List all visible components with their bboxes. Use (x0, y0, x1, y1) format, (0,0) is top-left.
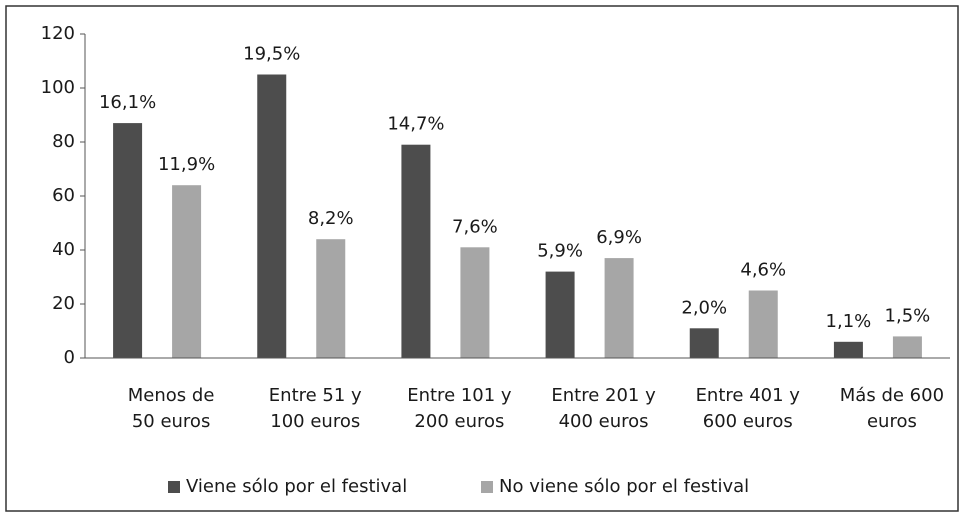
bar (892, 336, 922, 358)
value-label: 4,6% (740, 260, 786, 281)
x-tick-label: 100 euros (270, 411, 360, 432)
bar (604, 258, 634, 358)
x-tick-label: Entre 201 y (551, 385, 656, 406)
y-tick-label: 80 (52, 131, 75, 152)
y-tick-label: 0 (64, 347, 75, 368)
x-tick-label: euros (867, 411, 917, 432)
value-label: 19,5% (243, 44, 300, 65)
legend-label: Viene sólo por el festival (186, 476, 407, 497)
value-label: 6,9% (596, 227, 642, 248)
bar (113, 123, 143, 358)
value-label: 11,9% (158, 154, 215, 175)
value-label: 1,1% (826, 311, 872, 332)
bar (401, 144, 431, 358)
x-tick-label: Entre 401 y (696, 385, 801, 406)
value-label: 16,1% (99, 92, 156, 113)
y-tick-label: 40 (52, 239, 75, 260)
x-tick-label: Entre 101 y (407, 385, 512, 406)
legend-swatch (481, 481, 493, 493)
bar (689, 328, 719, 358)
bar (545, 271, 575, 358)
bar (833, 341, 863, 358)
y-tick-label: 100 (41, 77, 75, 98)
x-tick-label: 600 euros (703, 411, 793, 432)
x-tick-label: 400 euros (559, 411, 649, 432)
x-tick-label: Entre 51 y (269, 385, 362, 406)
value-label: 14,7% (387, 114, 444, 135)
x-tick-label: 200 euros (414, 411, 504, 432)
bar (316, 239, 346, 358)
bar (257, 74, 287, 358)
bar (172, 185, 202, 358)
x-tick-label: Más de 600 (840, 385, 944, 406)
value-label: 8,2% (308, 208, 354, 229)
value-label: 1,5% (885, 305, 931, 326)
legend-label: No viene sólo por el festival (499, 476, 749, 497)
bar (460, 247, 490, 358)
x-tick-label: 50 euros (132, 411, 211, 432)
legend-swatch (168, 481, 180, 493)
y-tick-label: 20 (52, 293, 75, 314)
x-tick-label: Menos de (128, 385, 215, 406)
y-tick-label: 60 (52, 185, 75, 206)
value-label: 5,9% (537, 241, 583, 262)
bar (748, 290, 778, 358)
y-tick-label: 120 (41, 23, 75, 44)
value-label: 7,6% (452, 216, 498, 237)
value-label: 2,0% (681, 297, 727, 318)
